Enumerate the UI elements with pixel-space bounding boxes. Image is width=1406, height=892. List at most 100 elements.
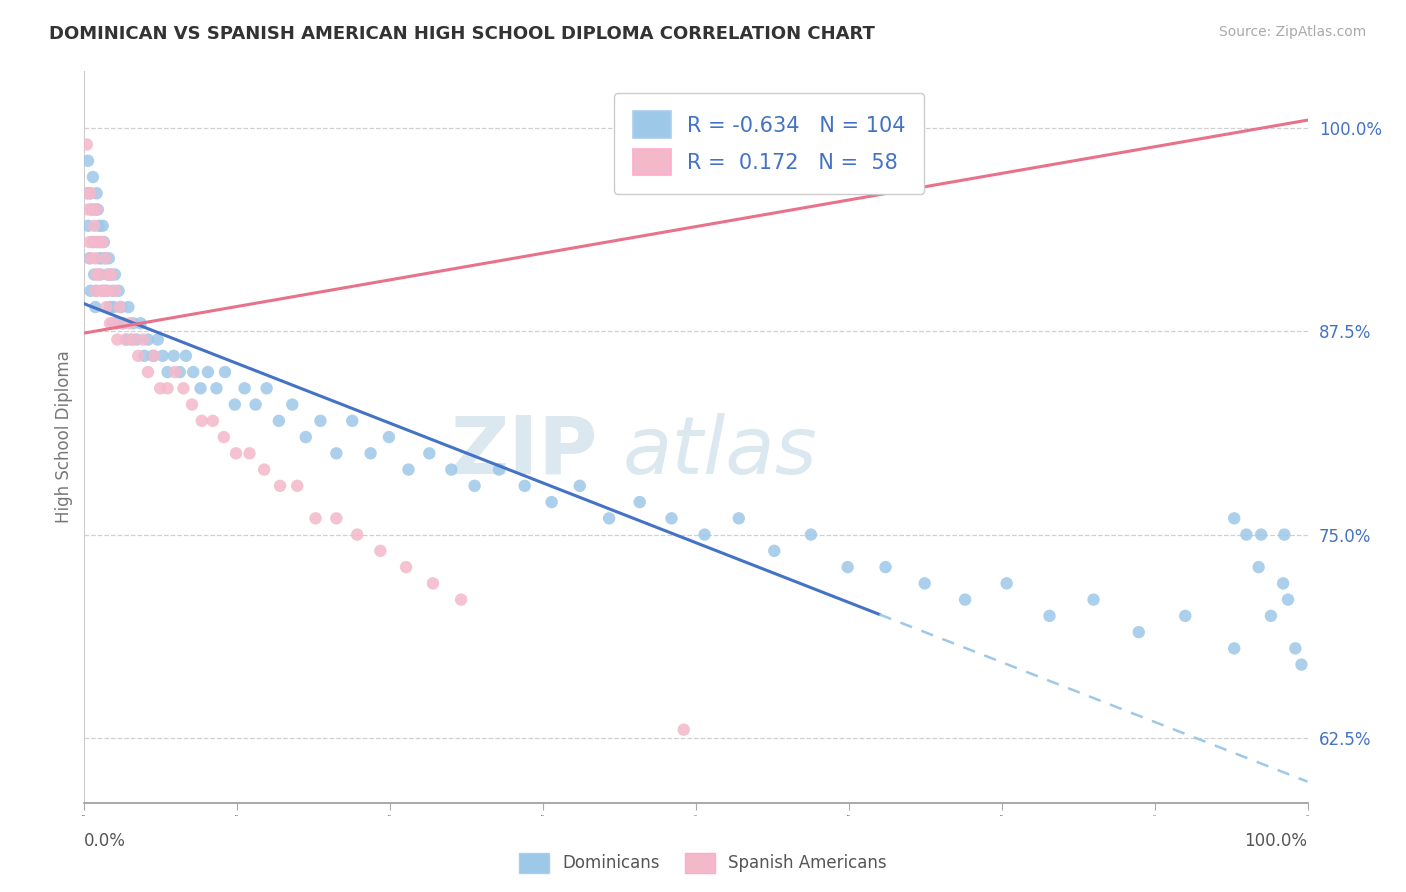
Point [79, 284, 101, 298]
Point [117, 300, 139, 314]
Point [1083, 592, 1105, 607]
Point [97, 284, 120, 298]
Point [79, 252, 101, 266]
Point [136, 365, 159, 379]
Point [84, 252, 107, 266]
Legend: R = -0.634   N = 104, R =  0.172   N =  58: R = -0.634 N = 104, R = 0.172 N = 58 [614, 93, 925, 194]
Point [97, 252, 120, 266]
Point [346, 527, 368, 541]
Point [118, 316, 141, 330]
Point [450, 592, 472, 607]
Point [93, 235, 115, 249]
Point [1277, 592, 1299, 607]
Point [914, 576, 936, 591]
Point [83, 219, 105, 233]
Text: Source: ZipAtlas.com: Source: ZipAtlas.com [1219, 25, 1367, 39]
Point [360, 446, 382, 460]
Point [120, 333, 142, 347]
Point [110, 300, 132, 314]
Point [214, 365, 236, 379]
Point [1272, 576, 1295, 591]
Point [190, 381, 212, 395]
Point [672, 723, 695, 737]
Point [1272, 527, 1295, 541]
Point [86, 284, 108, 298]
Point [122, 316, 145, 330]
Point [84, 202, 107, 217]
Point [77, 202, 100, 217]
Point [1038, 608, 1060, 623]
Point [134, 349, 156, 363]
Point [1236, 527, 1258, 541]
Point [156, 365, 179, 379]
Point [253, 462, 276, 476]
Point [87, 219, 110, 233]
Point [763, 544, 786, 558]
Point [325, 511, 347, 525]
Point [1128, 625, 1150, 640]
Y-axis label: High School Diploma: High School Diploma [55, 351, 73, 524]
Legend: Dominicans, Spanish Americans: Dominicans, Spanish Americans [512, 847, 894, 880]
Point [197, 365, 219, 379]
Point [163, 365, 186, 379]
Text: ZIP: ZIP [451, 413, 598, 491]
Point [96, 284, 118, 298]
Point [91, 219, 114, 233]
Point [80, 202, 103, 217]
Point [1291, 657, 1313, 672]
Point [125, 333, 148, 347]
Point [86, 268, 108, 282]
Point [995, 576, 1018, 591]
Point [1223, 641, 1246, 656]
Point [418, 446, 440, 460]
Point [91, 235, 114, 249]
Point [169, 365, 191, 379]
Point [98, 316, 121, 330]
Point [101, 284, 124, 298]
Point [205, 381, 228, 395]
Point [540, 495, 562, 509]
Point [727, 511, 749, 525]
Point [245, 398, 267, 412]
Point [97, 268, 120, 282]
Point [132, 333, 155, 347]
Point [174, 349, 197, 363]
Point [82, 235, 104, 249]
Point [115, 333, 138, 347]
Point [568, 479, 591, 493]
Point [104, 268, 127, 282]
Point [77, 252, 100, 266]
Point [238, 446, 260, 460]
Point [96, 300, 118, 314]
Point [378, 430, 401, 444]
Point [86, 202, 108, 217]
Point [440, 462, 463, 476]
Point [395, 560, 418, 574]
Point [76, 137, 98, 152]
Point [76, 186, 98, 201]
Text: atlas: atlas [623, 413, 817, 491]
Point [233, 381, 256, 395]
Point [89, 268, 111, 282]
Point [269, 479, 291, 493]
Point [294, 430, 316, 444]
Point [143, 349, 166, 363]
Point [1284, 641, 1306, 656]
Point [94, 252, 117, 266]
Point [225, 446, 247, 460]
Point [77, 219, 100, 233]
Point [163, 349, 186, 363]
Point [325, 446, 347, 460]
Point [201, 414, 224, 428]
Point [89, 235, 111, 249]
Point [77, 153, 100, 168]
Point [212, 430, 235, 444]
Point [87, 252, 110, 266]
Point [267, 414, 290, 428]
Point [93, 284, 115, 298]
Point [142, 349, 165, 363]
Point [80, 202, 103, 217]
Point [105, 333, 128, 347]
Point [87, 268, 110, 282]
Point [598, 511, 620, 525]
